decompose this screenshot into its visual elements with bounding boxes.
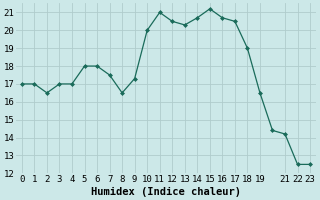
X-axis label: Humidex (Indice chaleur): Humidex (Indice chaleur): [91, 186, 241, 197]
